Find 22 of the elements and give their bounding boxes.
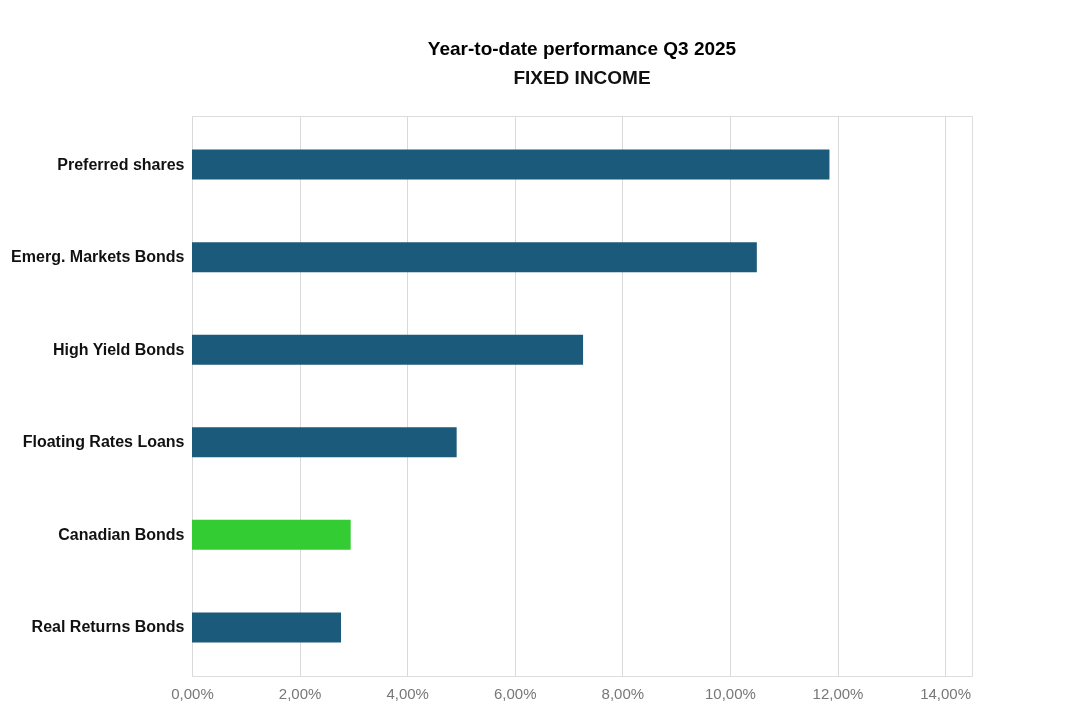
- y-tick-label: High Yield Bonds: [52, 340, 185, 358]
- x-tick-label: 12,00%: [812, 684, 864, 702]
- y-tick-label: Canadian Bonds: [58, 525, 185, 543]
- bar: [192, 149, 830, 180]
- x-tick-label: 0,00%: [171, 684, 214, 702]
- x-tick-label: 8,00%: [601, 684, 645, 702]
- x-tick-label: 14,00%: [920, 684, 972, 702]
- bar: [192, 242, 757, 273]
- bar: [192, 334, 584, 365]
- x-tick-label: 4,00%: [386, 684, 429, 702]
- bar: [192, 519, 351, 550]
- bar: [192, 612, 342, 643]
- chart-title: Year-to-date performance Q3 2025: [427, 38, 737, 59]
- x-tick-label: 10,00%: [704, 684, 756, 702]
- y-tick-label: Emerg. Markets Bonds: [11, 248, 185, 266]
- x-tick-label: 2,00%: [278, 684, 322, 702]
- bar: [192, 427, 457, 458]
- chart-subtitle: FIXED INCOME: [513, 67, 651, 88]
- y-tick-label: Floating Rates Loans: [22, 433, 185, 451]
- x-tick-label: 6,00%: [493, 684, 537, 702]
- y-tick-label: Preferred shares: [57, 155, 185, 173]
- y-tick-label: Real Returns Bonds: [31, 618, 185, 636]
